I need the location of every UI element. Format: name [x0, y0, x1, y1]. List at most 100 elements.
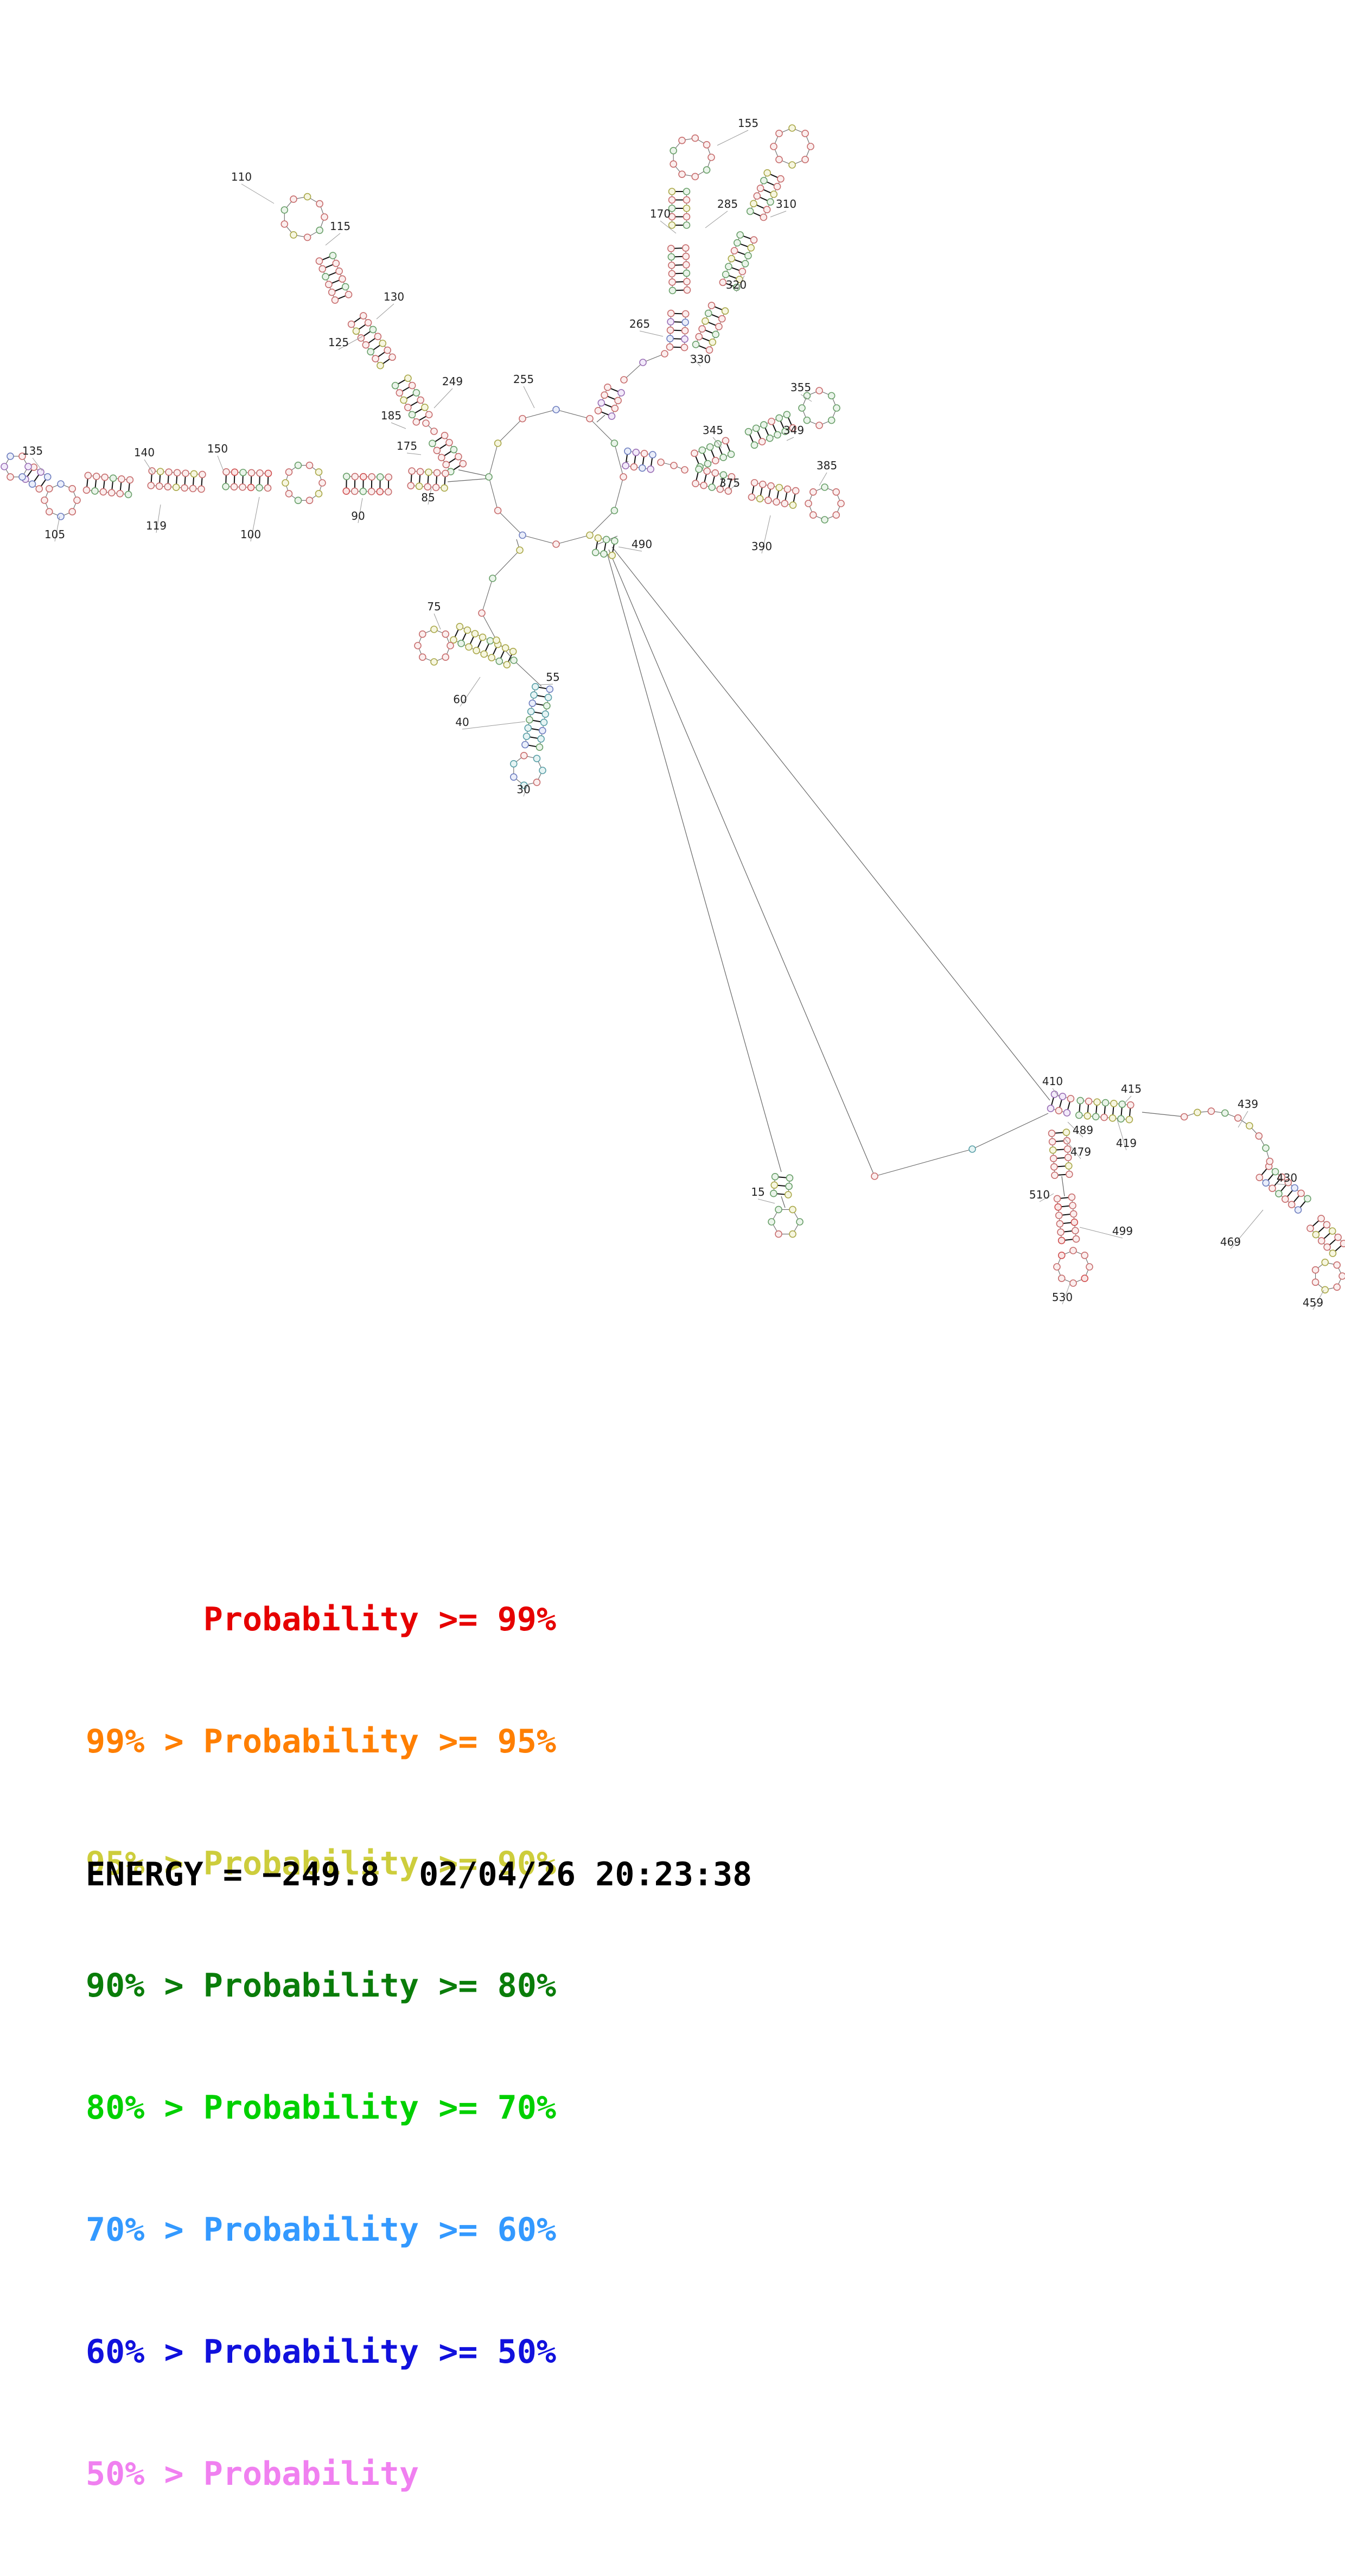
- nucleotide: [1066, 1171, 1073, 1177]
- nucleotide: [368, 488, 375, 495]
- nucleotide: [821, 484, 828, 490]
- backbone-strand: [626, 466, 651, 469]
- nucleotide: [377, 488, 383, 495]
- nucleotide: [774, 431, 781, 438]
- nucleotide: [704, 142, 710, 148]
- nucleotide: [511, 657, 517, 664]
- nucleotide: [447, 642, 454, 649]
- loop-backbone: [489, 477, 498, 511]
- nucleotide: [239, 484, 246, 490]
- nucleotide: [821, 517, 828, 523]
- nucleotide: [696, 334, 702, 340]
- nucleotide: [1071, 1219, 1078, 1226]
- nucleotide: [1339, 1273, 1345, 1279]
- loop-backbone: [498, 419, 522, 443]
- nucleotide: [531, 692, 537, 698]
- nucleotide: [692, 480, 699, 487]
- nucleotide: [1295, 1207, 1302, 1213]
- nucleotide: [480, 634, 486, 641]
- nucleotide: [316, 469, 322, 475]
- nucleotide: [389, 354, 396, 360]
- position-label: 310: [776, 197, 796, 211]
- nucleotide: [377, 474, 384, 480]
- nucleotide: [525, 725, 531, 731]
- nucleotide: [419, 631, 426, 637]
- nucleotide: [649, 451, 656, 458]
- nucleotide: [1111, 1100, 1117, 1107]
- nucleotide: [667, 335, 673, 342]
- nucleotide: [539, 767, 546, 774]
- nucleotide: [424, 483, 431, 490]
- nucleotide: [1048, 1105, 1054, 1112]
- nucleotide: [190, 470, 197, 477]
- nucleotide: [1312, 1279, 1319, 1285]
- nucleotide: [368, 474, 375, 480]
- nucleotide: [771, 1182, 777, 1188]
- nucleotide: [282, 480, 289, 486]
- nucleotide: [198, 486, 205, 492]
- probability-legend: Probability >= 99% 99% > Probability >= …: [86, 1518, 556, 2576]
- nucleotide: [1069, 1202, 1076, 1209]
- nucleotide: [502, 645, 509, 651]
- nucleotide: [148, 482, 154, 489]
- position-label: 90: [351, 509, 365, 522]
- nucleotide: [667, 318, 674, 325]
- nucleotide: [329, 289, 335, 296]
- nucleotide: [495, 440, 501, 447]
- position-label: 135: [22, 444, 43, 457]
- nucleotide: [1304, 1195, 1311, 1202]
- nucleotide: [332, 297, 338, 303]
- loop-backbone: [556, 535, 590, 544]
- nucleotide: [541, 719, 547, 725]
- nucleotide: [281, 207, 288, 213]
- position-label: 100: [240, 528, 261, 541]
- nucleotide: [339, 276, 346, 282]
- nucleotide: [757, 185, 764, 192]
- nucleotide: [704, 461, 711, 467]
- nucleotide: [728, 256, 735, 262]
- nucleotide: [828, 417, 835, 424]
- nucleotide: [409, 411, 416, 418]
- nucleotide: [1070, 1210, 1077, 1217]
- nucleotide: [681, 467, 688, 473]
- nucleotide: [1056, 1221, 1063, 1227]
- nucleotide: [546, 686, 553, 692]
- nucleotide: [199, 471, 206, 478]
- nucleotide: [1127, 1102, 1134, 1108]
- nucleotide: [58, 513, 64, 520]
- position-label: 390: [751, 540, 772, 553]
- nucleotide: [539, 728, 546, 734]
- nucleotide: [784, 486, 791, 493]
- label-leader-line: [540, 684, 553, 685]
- position-label: 75: [427, 600, 441, 613]
- nucleotide: [587, 532, 593, 538]
- nucleotide: [441, 484, 448, 491]
- position-label: 140: [134, 446, 155, 459]
- nucleotide: [1307, 1225, 1314, 1232]
- nucleotide: [126, 477, 133, 483]
- nucleotide: [533, 755, 540, 762]
- legend-entry-70: 80% > Probability >= 70%: [86, 2088, 556, 2128]
- label-leader-line: [241, 184, 274, 203]
- nucleotide: [641, 450, 648, 457]
- nucleotide: [400, 397, 407, 403]
- chain-backbone: [875, 1149, 972, 1176]
- nucleotide: [409, 382, 416, 389]
- nucleotide: [704, 468, 710, 474]
- backbone-connector: [514, 660, 541, 686]
- nucleotide: [768, 1219, 775, 1225]
- nucleotide: [442, 654, 449, 660]
- nucleotide: [190, 485, 196, 492]
- nucleotide: [343, 488, 349, 494]
- nucleotide: [1081, 1252, 1088, 1259]
- nucleotide: [442, 631, 449, 637]
- nucleotide: [1235, 1115, 1241, 1121]
- nucleotide: [256, 484, 263, 491]
- nucleotide: [118, 476, 125, 482]
- nucleotide: [1068, 1194, 1075, 1201]
- nucleotide: [84, 487, 90, 493]
- nucleotide: [802, 130, 808, 137]
- nucleotide: [709, 339, 716, 346]
- nucleotide: [1256, 1174, 1263, 1181]
- nucleotide: [352, 488, 358, 494]
